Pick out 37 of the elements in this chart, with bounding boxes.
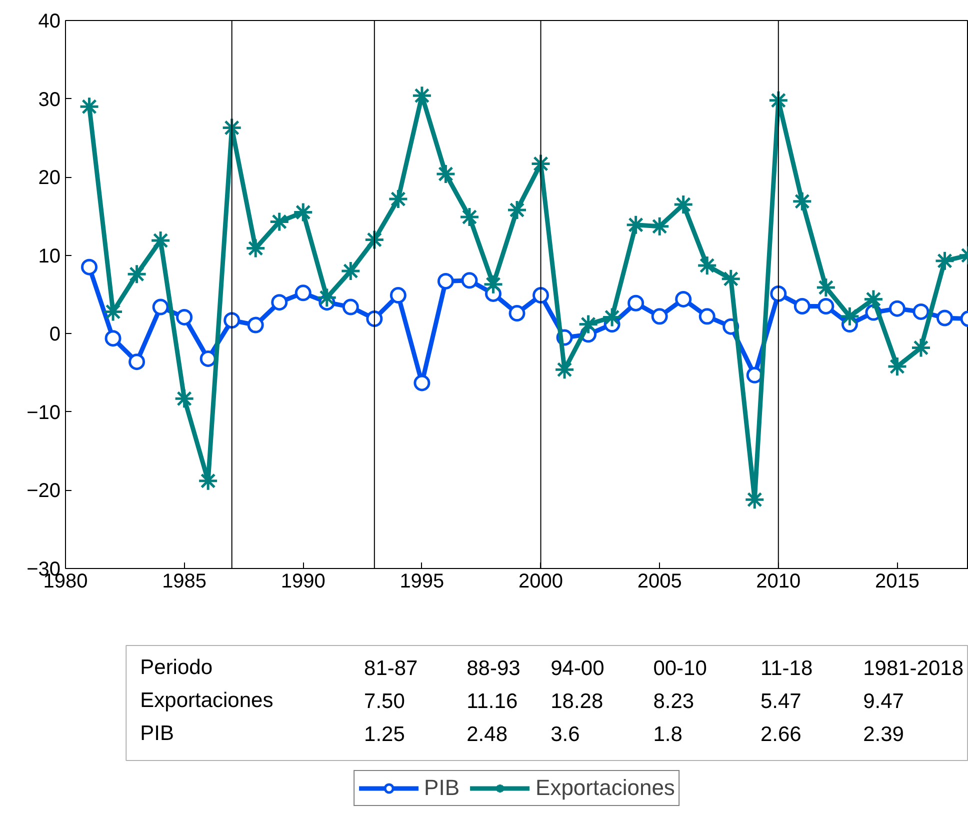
text: 88-93 — [466, 657, 520, 680]
text: 11.16 — [466, 690, 518, 713]
x-tick-label: 2010 — [756, 570, 801, 592]
x-tick-label: 1985 — [162, 570, 207, 592]
y-tick-label: −20 — [26, 480, 61, 502]
text: 94-00 — [550, 657, 604, 680]
x-tick-label: 2015 — [874, 570, 920, 592]
text: 7.50 — [364, 690, 405, 713]
text: PIB — [140, 722, 174, 745]
text: 2.39 — [863, 723, 904, 746]
text: 2.66 — [760, 723, 802, 746]
text: 1.25 — [364, 723, 405, 746]
y-tick-label: −10 — [26, 402, 61, 424]
legend-label: PIB — [424, 775, 460, 801]
y-tick-label: 10 — [38, 245, 61, 268]
y-tick-label: 0 — [49, 324, 60, 346]
text: Exportaciones — [140, 689, 274, 712]
y-tick-label: 40 — [38, 10, 61, 32]
text: 81-87 — [364, 657, 418, 680]
text: 1981-2018 — [863, 657, 964, 680]
text: 8.23 — [653, 690, 694, 713]
x-tick-label: 1990 — [280, 570, 326, 592]
x-tick-label: 1995 — [400, 570, 444, 592]
text: 3.6 — [550, 723, 580, 746]
text: 2.48 — [466, 723, 508, 746]
text: 9.47 — [863, 690, 904, 713]
text: 1.8 — [653, 723, 682, 746]
text: 11-18 — [760, 657, 813, 680]
text: 00-10 — [653, 657, 707, 680]
text: Periodo — [140, 656, 213, 679]
text: 18.28 — [550, 690, 604, 713]
y-tick-label: 30 — [38, 88, 61, 111]
x-tick-label: 2000 — [518, 570, 564, 592]
text: 5.47 — [760, 690, 802, 713]
y-tick-label: 20 — [38, 167, 61, 190]
x-tick-label: 2005 — [637, 570, 682, 592]
legend-label: Exportaciones — [536, 775, 675, 801]
